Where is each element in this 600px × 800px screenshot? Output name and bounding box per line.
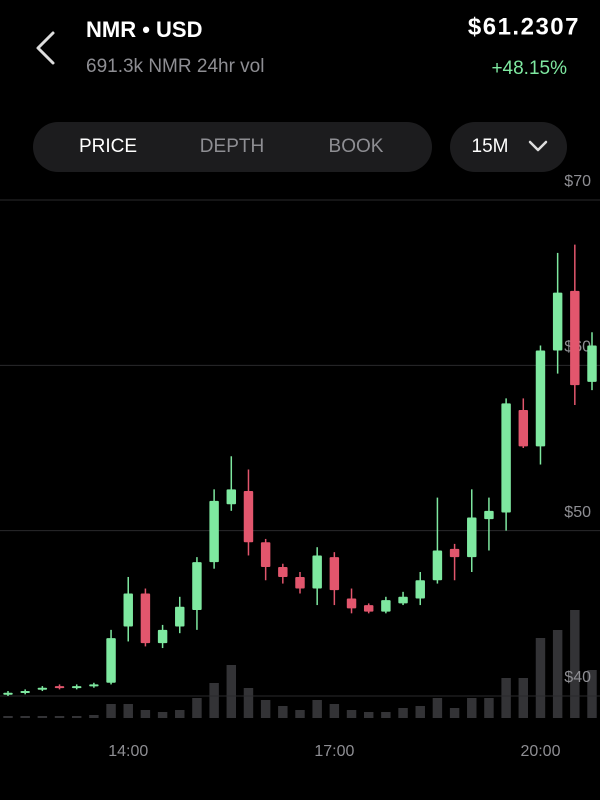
volume-bar bbox=[192, 698, 202, 718]
price: $61.2307 bbox=[468, 13, 580, 40]
volume-bar bbox=[278, 706, 288, 718]
candle-body bbox=[226, 489, 237, 505]
candle-body bbox=[432, 550, 443, 581]
volume-bar bbox=[570, 610, 580, 718]
volume-bar bbox=[54, 716, 65, 718]
volume-bar bbox=[37, 716, 48, 718]
candle-body bbox=[415, 580, 425, 599]
volume-bar bbox=[535, 638, 546, 718]
volume-bar bbox=[363, 712, 374, 718]
candle-body bbox=[209, 500, 219, 563]
y-tick-label: $50 bbox=[564, 504, 591, 521]
candle-body bbox=[518, 409, 529, 447]
volume-bar bbox=[209, 683, 219, 718]
volume-bar bbox=[484, 698, 494, 718]
volume-bar bbox=[260, 700, 271, 718]
interval: 15M bbox=[472, 136, 509, 157]
candle-body bbox=[54, 686, 65, 689]
candle-body bbox=[243, 490, 254, 543]
volume-bar bbox=[123, 704, 133, 718]
candle-body bbox=[587, 345, 597, 382]
candle-body bbox=[89, 684, 99, 687]
tab[interactable]: BOOK bbox=[329, 136, 384, 157]
candle-body bbox=[363, 605, 374, 612]
tab[interactable]: DEPTH bbox=[200, 136, 264, 157]
volume-subtitle: 691.3k NMR 24hr vol bbox=[86, 56, 264, 77]
candle-body bbox=[192, 562, 202, 611]
dropdown-icon bbox=[528, 140, 548, 152]
y-tick-label: $70 bbox=[564, 173, 591, 190]
candle-body bbox=[260, 542, 271, 568]
candle-body bbox=[37, 687, 48, 690]
volume-bar bbox=[312, 700, 322, 718]
candle-body bbox=[501, 403, 511, 513]
volume-bar bbox=[518, 678, 529, 718]
volume-bar bbox=[20, 716, 30, 718]
volume-bar bbox=[71, 716, 82, 718]
interval-selector[interactable] bbox=[450, 122, 567, 172]
volume-bar bbox=[398, 708, 408, 718]
volume-bar bbox=[381, 712, 391, 718]
x-tick-label: 14:00 bbox=[108, 743, 148, 760]
volume-bar bbox=[449, 708, 460, 718]
volume-bar bbox=[175, 710, 185, 718]
volume-bar bbox=[346, 710, 357, 718]
candle-body bbox=[329, 557, 340, 591]
volume-bar bbox=[89, 715, 99, 718]
tab[interactable]: PRICE bbox=[79, 136, 137, 157]
volume-bar bbox=[587, 670, 597, 718]
volume-bar bbox=[3, 716, 13, 718]
candle-body bbox=[295, 576, 305, 589]
volume-bar bbox=[501, 678, 511, 718]
candle-body bbox=[467, 517, 477, 558]
volume-bar bbox=[552, 630, 563, 718]
volume-bar bbox=[295, 710, 305, 718]
y-tick-label: $40 bbox=[564, 669, 591, 686]
candle-body bbox=[3, 692, 13, 695]
volume-bar bbox=[467, 698, 477, 718]
volume-bar bbox=[226, 665, 237, 718]
candle-body bbox=[484, 510, 494, 520]
candle-body bbox=[449, 548, 460, 558]
x-tick-label: 20:00 bbox=[520, 743, 560, 760]
volume-bar bbox=[243, 688, 254, 718]
volume-bar bbox=[157, 712, 168, 718]
tab-bar bbox=[33, 122, 432, 172]
candle-body bbox=[398, 596, 408, 604]
volume-bar bbox=[415, 706, 425, 718]
candle-body bbox=[123, 593, 133, 627]
volume-bar bbox=[432, 698, 443, 718]
price-change: +48.15% bbox=[491, 58, 567, 79]
candle-body bbox=[140, 593, 151, 644]
candle-body bbox=[71, 686, 82, 689]
volume-bar bbox=[106, 704, 116, 718]
candle-body bbox=[312, 555, 322, 589]
candle-body bbox=[535, 350, 546, 447]
candle-body bbox=[20, 691, 30, 694]
back-button[interactable] bbox=[36, 31, 55, 65]
candle-body bbox=[175, 606, 185, 627]
volume-bar bbox=[329, 704, 340, 718]
x-tick-label: 17:00 bbox=[314, 743, 354, 760]
candle-body bbox=[346, 598, 357, 609]
candle-body bbox=[552, 292, 563, 351]
volume-bar bbox=[140, 710, 151, 718]
pair-title: NMR • USD bbox=[86, 17, 202, 42]
candle-body bbox=[106, 638, 116, 683]
candle-body bbox=[381, 600, 391, 612]
candle-body bbox=[278, 567, 288, 577]
candle-body bbox=[570, 290, 580, 386]
candle-body bbox=[157, 629, 168, 644]
